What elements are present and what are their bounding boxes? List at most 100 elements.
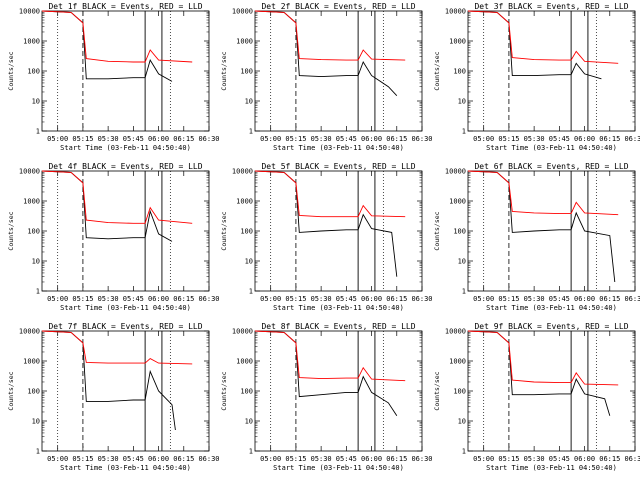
x-tick-label: 05:45: [336, 455, 357, 463]
detector-panel: 1 10 100 1000 10000 05:00 05:15 05:30 05:45 06:00…: [220, 322, 433, 472]
y-tick-label: 10000: [19, 8, 40, 16]
x-tick-label: 06:15: [599, 455, 620, 463]
y-tick-label: 1: [36, 288, 40, 296]
x-tick-label: 05:30: [524, 135, 545, 143]
y-tick-label: 10000: [445, 168, 466, 176]
x-tick-label: 06:00: [361, 295, 382, 303]
x-tick-label: 06:30: [198, 295, 219, 303]
x-axis-label: Start Time (03-Feb-11 04:50:40): [486, 304, 617, 312]
x-tick-label: 06:00: [574, 135, 595, 143]
x-tick-label: 06:15: [386, 455, 407, 463]
plot-frame: [467, 10, 636, 132]
detector-panel: 1 10 100 1000 10000 05:00 05:15 05:30 05:45 06:00…: [433, 2, 640, 152]
x-tick-label: 06:30: [411, 455, 432, 463]
x-axis-label: Start Time (03-Feb-11 04:50:40): [60, 464, 191, 472]
lld-series-line: [467, 170, 619, 216]
x-tick-label: 06:00: [574, 295, 595, 303]
detector-panel: 1 10 100 1000 10000 05:00 05:15 05:30 05:45 06:00…: [433, 322, 640, 472]
x-tick-label: 05:30: [524, 295, 545, 303]
x-tick-label: 06:15: [386, 295, 407, 303]
panel-title: Det 9f BLACK = Events, RED = LLD: [474, 322, 628, 331]
y-tick-label: 10000: [232, 328, 253, 336]
panel-title: Det 1f BLACK = Events, RED = LLD: [48, 2, 202, 11]
x-tick-label: 05:45: [549, 295, 570, 303]
x-tick-label: 05:15: [498, 295, 519, 303]
plot-frame: [41, 330, 210, 452]
x-tick-label: 06:30: [411, 135, 432, 143]
y-tick-label: 10: [245, 418, 253, 426]
panel-title: Det 3f BLACK = Events, RED = LLD: [474, 2, 628, 11]
x-tick-label: 06:15: [173, 135, 194, 143]
y-tick-label: 1000: [23, 358, 40, 366]
y-tick-label: 100: [240, 228, 253, 236]
events-series-line: [254, 330, 398, 416]
x-tick-label: 05:15: [285, 135, 306, 143]
x-tick-label: 05:45: [123, 135, 144, 143]
y-tick-label: 100: [453, 228, 466, 236]
x-tick-label: 05:00: [473, 135, 494, 143]
y-tick-label: 100: [27, 228, 40, 236]
plot-frame: [254, 10, 423, 132]
lld-series-line: [254, 170, 406, 218]
x-tick-label: 05:00: [260, 295, 281, 303]
x-tick-label: 05:00: [47, 455, 68, 463]
x-tick-label: 05:15: [498, 135, 519, 143]
y-tick-label: 1: [249, 448, 253, 456]
x-axis-label: Start Time (03-Feb-11 04:50:40): [486, 144, 617, 152]
y-tick-label: 100: [27, 388, 40, 396]
y-axis-label: Counts/sec: [220, 371, 228, 410]
x-tick-label: 06:15: [173, 295, 194, 303]
y-axis-label: Counts/sec: [433, 371, 441, 410]
x-tick-label: 05:15: [285, 295, 306, 303]
y-tick-label: 1000: [23, 38, 40, 46]
y-tick-label: 1000: [236, 38, 253, 46]
y-tick-label: 1000: [449, 358, 466, 366]
y-tick-label: 1000: [449, 198, 466, 206]
x-tick-label: 06:00: [361, 455, 382, 463]
y-axis-label: Counts/sec: [433, 51, 441, 90]
panel-title: Det 5f BLACK = Events, RED = LLD: [261, 162, 415, 171]
x-tick-label: 06:00: [148, 455, 169, 463]
y-tick-label: 10: [245, 258, 253, 266]
plot-frame: [254, 170, 423, 292]
lld-series-line: [467, 330, 619, 386]
detector-panel: 1 10 100 1000 10000 05:00 05:15 05:30 05:45 06:00…: [7, 162, 220, 312]
x-tick-label: 05:00: [260, 455, 281, 463]
y-tick-label: 10000: [232, 8, 253, 16]
y-tick-label: 100: [27, 68, 40, 76]
y-tick-label: 1: [462, 288, 466, 296]
x-tick-label: 06:30: [624, 295, 640, 303]
x-tick-label: 05:00: [473, 455, 494, 463]
plot-frame: [467, 330, 636, 452]
detector-panel: 1 10 100 1000 10000 05:00 05:15 05:30 05:45 06:00…: [7, 2, 220, 152]
y-tick-label: 10: [458, 258, 466, 266]
lld-series-line: [41, 330, 193, 365]
y-tick-label: 100: [240, 68, 253, 76]
x-tick-label: 06:15: [386, 135, 407, 143]
detector-panel: 1 10 100 1000 10000 05:00 05:15 05:30 05:45 06:00…: [7, 322, 220, 472]
detector-panel: 1 10 100 1000 10000 05:00 05:15 05:30 05:45 06:00…: [220, 162, 433, 312]
x-tick-label: 05:45: [336, 295, 357, 303]
x-tick-label: 06:30: [624, 135, 640, 143]
y-tick-label: 10000: [19, 168, 40, 176]
y-tick-label: 10: [32, 98, 40, 106]
plot-frame: [467, 170, 636, 292]
y-tick-label: 10000: [445, 328, 466, 336]
plot-frame: [41, 170, 210, 292]
x-tick-label: 05:00: [47, 135, 68, 143]
x-tick-label: 05:30: [311, 455, 332, 463]
panel-title: Det 7f BLACK = Events, RED = LLD: [48, 322, 202, 331]
x-tick-label: 06:00: [148, 135, 169, 143]
panel-title: Det 4f BLACK = Events, RED = LLD: [48, 162, 202, 171]
y-tick-label: 10000: [232, 168, 253, 176]
events-series-line: [467, 10, 602, 80]
panel-title: Det 8f BLACK = Events, RED = LLD: [261, 322, 415, 331]
x-axis-label: Start Time (03-Feb-11 04:50:40): [60, 304, 191, 312]
lld-series-line: [467, 10, 619, 64]
x-tick-label: 05:45: [123, 295, 144, 303]
y-axis-label: Counts/sec: [220, 211, 228, 250]
detector-panel: 1 10 100 1000 10000 05:00 05:15 05:30 05:45 06:00…: [220, 2, 433, 152]
y-tick-label: 10: [458, 418, 466, 426]
x-tick-label: 06:15: [599, 135, 620, 143]
